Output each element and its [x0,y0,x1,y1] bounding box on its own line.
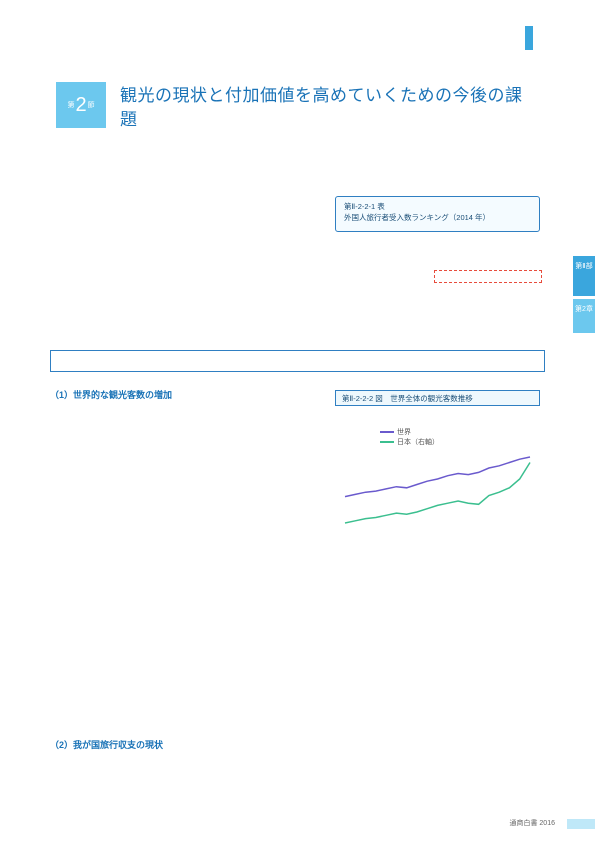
legend-swatch-world [380,431,394,433]
footer-text: 通商白書 2016 [509,818,555,828]
top-marker [525,26,533,50]
legend-item-world: 世界 [380,428,439,438]
section-badge: 第 2 節 [56,82,106,128]
legend-label-japan: 日本（右軸） [397,439,439,446]
legend-item-japan: 日本（右軸） [380,438,439,448]
side-tab-chapter: 第2章 [573,299,595,333]
legend-swatch-japan [380,441,394,443]
legend-label-world: 世界 [397,429,411,436]
chart-title-box: 第Ⅱ-2-2-2 図 世界全体の観光客数推移 [335,390,540,406]
badge-prefix: 第 [67,100,74,110]
subheading-2: （2）我が国旅行収支の現状 [50,738,163,751]
side-tabs: 第Ⅱ部 第2章 [573,256,595,333]
section-title: 観光の現状と付加価値を高めていくための今後の課題 [120,84,530,132]
highlight-dashed-box [434,270,542,283]
footer-color-bar [567,819,595,829]
badge-suffix: 節 [88,100,95,110]
subheading-1: （1）世界的な観光客数の増加 [50,388,172,401]
table-ref-line1: 第Ⅱ-2-2-1 表 [344,201,531,212]
chart-legend: 世界 日本（右軸） [380,428,439,448]
section-heading-band [50,350,545,372]
badge-number: 2 [75,94,86,117]
side-tab-part: 第Ⅱ部 [573,256,595,296]
table-ref-line2: 外国人旅行者受入数ランキング（2014 年） [344,212,531,223]
table-reference-box: 第Ⅱ-2-2-1 表 外国人旅行者受入数ランキング（2014 年） [335,196,540,232]
